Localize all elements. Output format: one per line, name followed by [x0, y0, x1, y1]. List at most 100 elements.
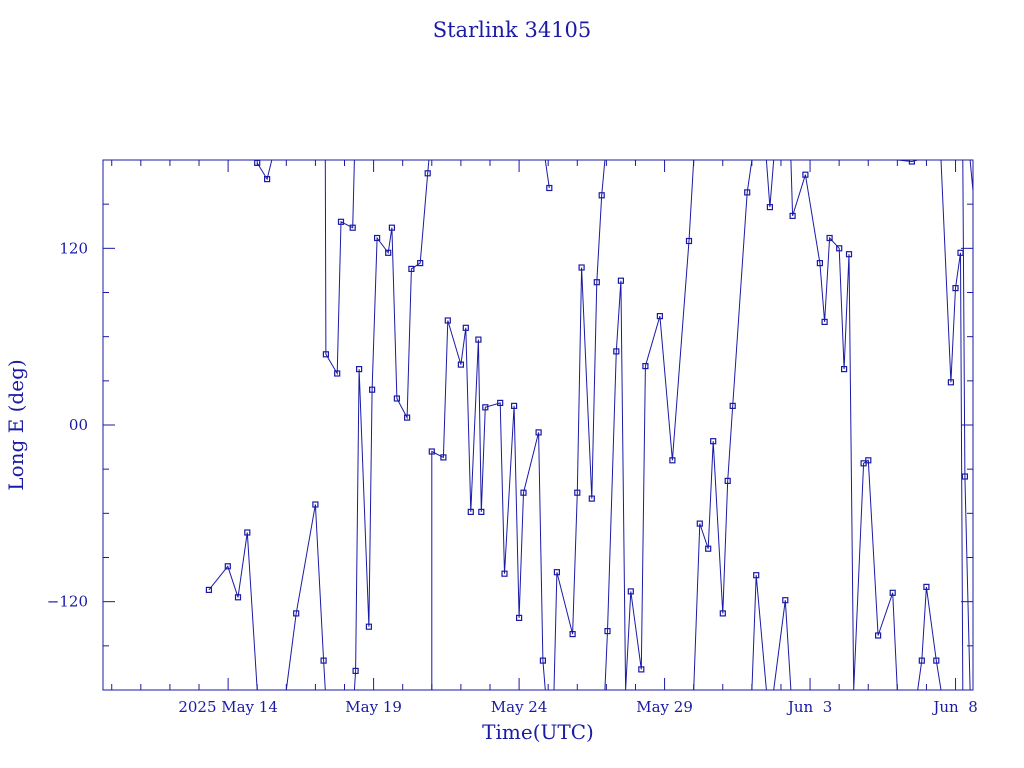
data-point [593, 279, 600, 286]
data-point [710, 438, 717, 445]
x-tick-label: Jun 8 [931, 698, 977, 716]
data-point [782, 597, 789, 604]
data-point [535, 429, 542, 436]
data-point [569, 630, 576, 638]
data-point [802, 171, 809, 178]
data-point [234, 594, 242, 601]
data-point [440, 454, 447, 461]
x-tick-label: May 29 [636, 698, 693, 716]
data-point [497, 399, 504, 406]
data-point [511, 402, 518, 409]
data-point [482, 404, 489, 411]
data-point [836, 245, 843, 252]
data-point [826, 234, 833, 242]
data-point [539, 657, 547, 664]
data-point [729, 402, 736, 409]
data-point [598, 192, 605, 199]
data-point [417, 260, 424, 267]
data-point [982, 225, 987, 230]
data-point [933, 657, 940, 664]
data-point [588, 495, 595, 502]
x-axis-label: Time(UTC) [482, 720, 594, 744]
data-point [501, 570, 508, 577]
data-point [356, 366, 363, 373]
data-point [821, 318, 828, 325]
data-point [992, 680, 997, 685]
data-point [1007, 396, 1012, 401]
tick-labels: 2025 May 14 May 19 May 24 May 29 Jun 3 Jun 8 1… [47, 239, 978, 716]
data-point [337, 218, 345, 225]
data-point [574, 489, 581, 496]
data-point [724, 477, 731, 484]
data-point [322, 351, 329, 358]
data-point [578, 264, 585, 271]
data-point [312, 501, 319, 508]
x-tick-label: 2025 May 14 [178, 698, 278, 716]
data-point [627, 588, 634, 595]
data-point [293, 610, 300, 617]
data-point [515, 614, 523, 622]
data-point [393, 395, 400, 402]
data-point [840, 366, 848, 373]
data-point [224, 563, 231, 570]
data-point [845, 251, 853, 258]
x-tick-label: Jun 3 [786, 698, 832, 716]
data-point [1002, 225, 1007, 230]
data-point [908, 160, 916, 165]
data-point [766, 204, 774, 211]
data-point [669, 457, 676, 464]
data-point [546, 184, 553, 192]
data-point [685, 237, 693, 245]
data-point [874, 632, 882, 639]
data-point [865, 457, 872, 464]
data-point [352, 667, 359, 675]
data-point [369, 386, 376, 393]
data-point [952, 285, 959, 292]
data-point [349, 224, 356, 231]
data-point [365, 623, 372, 630]
data-point [947, 379, 955, 386]
data-point [408, 265, 415, 272]
x-tick-label: May 24 [491, 698, 548, 716]
data-point [320, 657, 327, 664]
data-point [656, 313, 664, 320]
data-point [520, 489, 527, 496]
data-point [205, 586, 212, 594]
data-point [957, 249, 964, 256]
data-point [374, 234, 381, 242]
data-point [975, 236, 980, 241]
data-point [428, 448, 435, 455]
data-point [696, 520, 703, 527]
data-point [918, 657, 925, 664]
data-point [719, 610, 726, 617]
data-point [444, 317, 451, 324]
chart-title: Starlink 34105 [433, 18, 592, 42]
y-axis-label: Long E (deg) [4, 359, 28, 490]
data-point [467, 508, 474, 515]
x-tick-label: May 19 [345, 698, 402, 716]
data-point [462, 324, 469, 331]
data-point [388, 224, 395, 231]
data-point [613, 348, 620, 355]
data-point [617, 277, 625, 284]
data-point [889, 589, 896, 596]
data-point [789, 212, 796, 219]
data-point [457, 361, 464, 368]
data-point [642, 363, 649, 370]
data-point [478, 508, 485, 515]
data-point [244, 529, 251, 536]
data-point [638, 666, 645, 673]
data-point [334, 370, 341, 377]
data-point [961, 473, 969, 480]
data-point [753, 572, 760, 579]
data-point [604, 627, 611, 635]
series-line [208, 160, 973, 690]
data-point [816, 260, 824, 267]
y-tick-label: 00 [69, 416, 88, 434]
y-tick-label: −120 [47, 593, 88, 611]
data-point [744, 189, 751, 196]
axis-ticks [103, 159, 973, 691]
data-point [385, 249, 392, 256]
plot-frame [102, 159, 974, 691]
